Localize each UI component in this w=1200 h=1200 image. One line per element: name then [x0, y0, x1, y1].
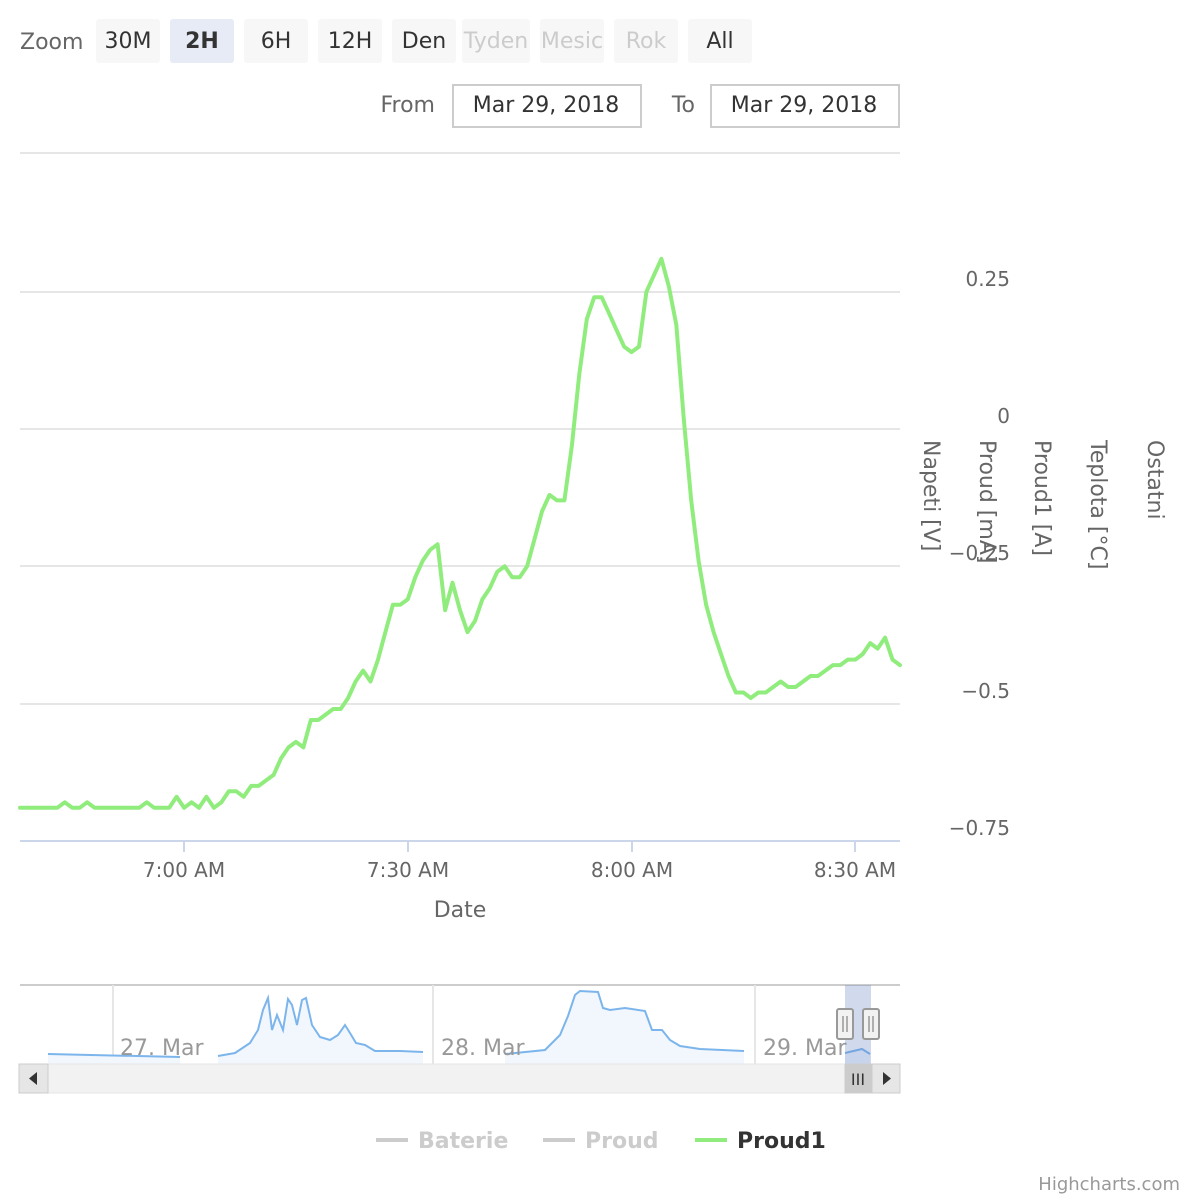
y-axis-title: Proud [mA] — [974, 440, 999, 563]
to-date-value: Mar 29, 2018 — [731, 93, 877, 118]
navigator-label: 28. Mar — [441, 1036, 525, 1061]
x-axis-title: Date — [434, 898, 487, 923]
x-tick-label: 8:00 AM — [591, 858, 673, 882]
y-axis-titles: Napeti [V] Proud [mA] Proud1 [A] Teplota [°… — [918, 439, 1167, 569]
legend-item-proud[interactable]: Proud — [543, 1129, 659, 1154]
legend: Baterie Proud Proud1 — [376, 1129, 826, 1154]
zoom-button-label: 2H — [185, 29, 219, 54]
legend-item-baterie[interactable]: Baterie — [376, 1129, 508, 1154]
y-tick-label: 0.25 — [965, 267, 1010, 291]
zoom-buttons: 30M 2H 6H 12H Den Tyden Mesic Rok All — [96, 19, 752, 63]
y-tick-label: −0.25 — [949, 541, 1010, 565]
y-axis-title: Proud1 [A] — [1029, 440, 1054, 556]
navigator-label: 29. Mar — [763, 1036, 847, 1061]
navigator-right-handle[interactable] — [862, 1008, 880, 1040]
arrow-left-icon — [29, 1072, 37, 1085]
zoom-button-30m[interactable] — [96, 19, 160, 63]
legend-item-proud1[interactable]: Proud1 — [695, 1129, 826, 1154]
y-axis-ticks: 0.25 0 −0.25 −0.5 −0.75 — [949, 267, 1010, 840]
range-selector: Zoom 30M 2H 6H 12H Den Tyden Mesic Rok All From … — [20, 19, 900, 128]
scrollbar-track[interactable] — [18, 1063, 901, 1094]
zoom-button-12h[interactable] — [318, 19, 382, 63]
to-label: To — [671, 93, 695, 118]
zoom-button-label: Den — [402, 29, 446, 54]
y-axis-title: Ostatni — [1142, 440, 1167, 520]
y-axis-title: Napeti [V] — [918, 440, 943, 551]
navigator-series-line — [47, 989, 871, 1058]
legend-label: Baterie — [418, 1129, 508, 1154]
series-line-proud1[interactable] — [18, 256, 902, 810]
navigator-left-handle[interactable] — [836, 1008, 854, 1040]
zoom-button-tyden — [462, 19, 530, 63]
zoom-button-all[interactable] — [688, 19, 752, 63]
x-axis-ticks: 7:00 AM 7:30 AM 8:00 AM 8:30 AM — [143, 841, 896, 882]
x-tick-label: 7:30 AM — [367, 858, 449, 882]
navigator-label: 27. Mar — [120, 1036, 204, 1061]
zoom-button-label: Rok — [626, 29, 667, 54]
y-tick-label: 0 — [997, 404, 1010, 428]
scrollbar-thumb[interactable] — [844, 1063, 873, 1094]
from-date-input[interactable] — [452, 84, 642, 128]
zoom-button-mesic — [540, 19, 604, 63]
zoom-button-6h[interactable] — [244, 19, 308, 63]
scrollbar: III — [18, 1063, 901, 1094]
to-date-input[interactable] — [710, 84, 900, 128]
x-tick-label: 7:00 AM — [143, 858, 225, 882]
zoom-button-label: All — [706, 29, 733, 54]
from-label: From — [380, 93, 435, 118]
zoom-button-rok — [614, 19, 678, 63]
from-date-value: Mar 29, 2018 — [473, 93, 619, 118]
plot-area: 0.25 0 −0.25 −0.5 −0.75 7:00 AM 7:30 AM 8:00 A… — [18, 152, 1167, 923]
zoom-button-label: Mesic — [541, 29, 603, 54]
zoom-button-2h[interactable] — [170, 19, 234, 63]
legend-label: Proud — [585, 1129, 659, 1154]
scrollbar-grip-icon: III — [851, 1070, 865, 1089]
x-tick-label: 8:30 AM — [814, 858, 896, 882]
navigator-series-area — [48, 991, 870, 1064]
zoom-button-den[interactable] — [392, 19, 456, 63]
navigator: 27. Mar 28. Mar 29. Mar — [20, 984, 900, 1064]
legend-label: Proud1 — [737, 1129, 826, 1154]
y-gridlines — [20, 291, 900, 842]
y-tick-label: −0.75 — [949, 816, 1010, 840]
y-axis-title: Teplota [°C] — [1085, 439, 1110, 569]
credits-link[interactable]: Highcharts.com — [1038, 1174, 1180, 1195]
zoom-button-label: Tyden — [463, 29, 528, 54]
zoom-label: Zoom — [20, 30, 83, 55]
arrow-right-icon — [883, 1072, 891, 1085]
zoom-button-label: 6H — [261, 29, 292, 54]
zoom-button-label: 30M — [105, 29, 152, 54]
zoom-button-label: 12H — [328, 29, 373, 54]
y-tick-label: −0.5 — [961, 679, 1010, 703]
